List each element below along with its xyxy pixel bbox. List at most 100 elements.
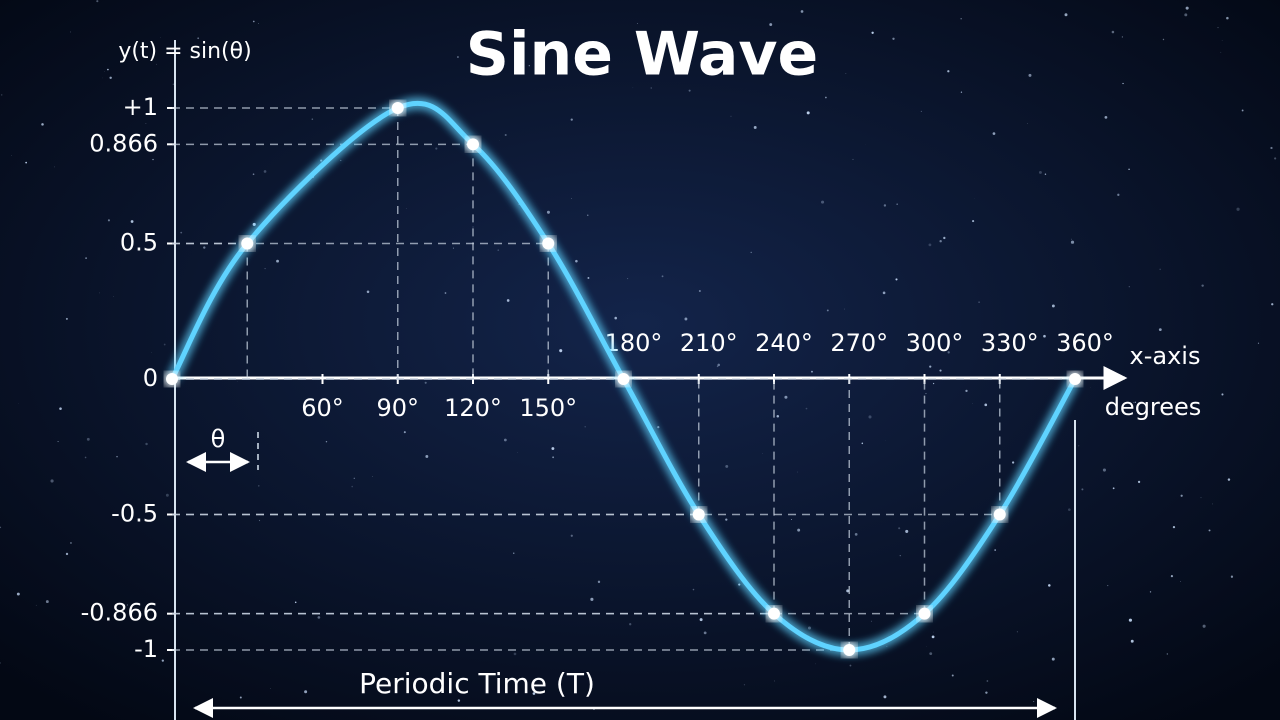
data-point: [918, 607, 931, 620]
star: [590, 597, 594, 601]
star: [1133, 402, 1135, 403]
star: [99, 292, 100, 294]
x-tick-label: 240°: [755, 329, 813, 357]
star: [1068, 508, 1071, 511]
star: [852, 158, 854, 161]
star: [59, 407, 62, 410]
x-tick-label: 210°: [680, 329, 738, 357]
star: [452, 247, 454, 249]
x-tick-label: 270°: [830, 329, 888, 357]
star: [806, 111, 810, 115]
star: [882, 291, 886, 295]
star: [698, 290, 701, 293]
star: [1102, 468, 1106, 472]
star: [584, 426, 586, 428]
star: [725, 518, 728, 521]
star: [743, 684, 746, 686]
star: [597, 580, 601, 584]
x-unit-label: degrees: [1105, 393, 1202, 421]
star: [528, 65, 530, 67]
star: [551, 447, 555, 450]
star: [926, 646, 928, 647]
star: [1208, 529, 1211, 532]
star: [883, 695, 887, 699]
star: [126, 604, 128, 606]
star: [1064, 13, 1068, 17]
star: [497, 249, 500, 251]
star: [843, 308, 845, 310]
x-axis-label: x-axis: [1130, 342, 1201, 370]
star: [532, 692, 536, 695]
x-tick-label: 330°: [981, 329, 1039, 357]
star: [116, 455, 118, 458]
star: [276, 259, 279, 263]
star: [1241, 109, 1244, 112]
star: [978, 301, 980, 303]
star: [1048, 584, 1051, 587]
y-tick-label: -1: [134, 635, 158, 663]
star: [1162, 38, 1165, 41]
star: [1149, 591, 1152, 593]
star: [504, 133, 507, 137]
star: [86, 437, 90, 441]
star: [517, 452, 519, 453]
star: [943, 236, 946, 240]
star: [1226, 16, 1229, 20]
y-tick-label: -0.866: [81, 599, 158, 627]
star: [886, 646, 888, 647]
star: [96, 0, 99, 3]
star: [1270, 146, 1273, 150]
star: [939, 369, 942, 372]
star: [800, 10, 804, 13]
star: [1212, 503, 1214, 505]
star: [113, 296, 115, 297]
star: [1038, 170, 1042, 174]
star: [1221, 40, 1223, 41]
star: [870, 620, 872, 622]
star: [340, 159, 342, 161]
star: [1221, 393, 1224, 396]
star: [684, 317, 688, 321]
star: [165, 493, 169, 497]
star: [239, 696, 242, 699]
star: [773, 680, 775, 682]
star: [1159, 268, 1161, 271]
star: [939, 240, 942, 243]
star: [1202, 624, 1206, 628]
star: [1134, 401, 1137, 404]
star: [0, 526, 2, 529]
star: [472, 226, 474, 228]
star: [784, 395, 788, 399]
star: [197, 37, 200, 40]
data-point: [166, 373, 178, 385]
star: [928, 243, 932, 247]
star: [1166, 653, 1169, 655]
star: [107, 68, 109, 71]
star: [1185, 6, 1189, 10]
star: [1271, 303, 1274, 306]
star: [0, 662, 1, 664]
plot-area: +1 0.866 0.5 0 -0.5 -0.866 -1 60° 90° 120° 150° 180…: [81, 93, 1114, 663]
star: [614, 316, 617, 320]
star: [403, 431, 406, 434]
star: [845, 73, 847, 74]
data-point: [467, 138, 479, 151]
star: [899, 554, 901, 557]
star: [109, 76, 112, 79]
star: [161, 659, 164, 662]
star: [570, 534, 573, 537]
x-tick-label: 150°: [519, 394, 577, 422]
star: [1117, 193, 1120, 196]
star: [102, 77, 104, 79]
star: [1121, 36, 1123, 38]
star: [807, 626, 811, 630]
star: [805, 407, 808, 410]
data-point: [993, 508, 1006, 521]
star: [1081, 488, 1084, 491]
x-tick-label: 300°: [906, 329, 964, 357]
star: [70, 31, 71, 33]
star: [1130, 639, 1134, 643]
data-point: [1069, 373, 1081, 385]
star: [587, 214, 589, 216]
